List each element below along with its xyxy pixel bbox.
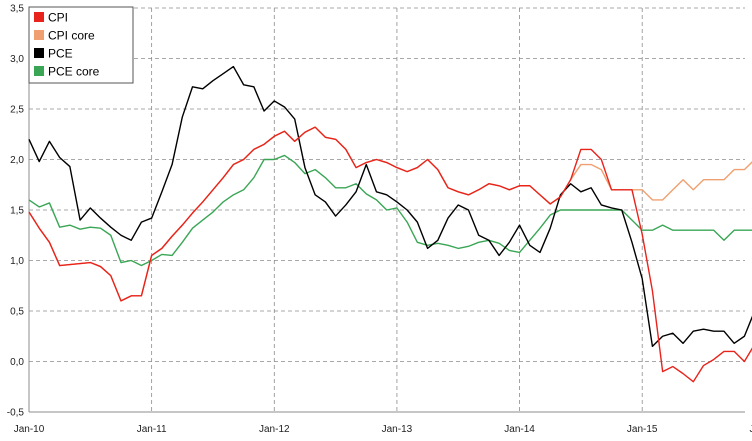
y-tick-label: 2,5 <box>10 105 24 116</box>
x-axis-tick-labels: Jan-10 Jan-11 Jan-12 Jan-13 Jan-14 Jan-15 Jan-… <box>14 424 752 435</box>
series-line-pce-core <box>28 154 752 267</box>
y-tick-label: 0,0 <box>10 357 24 368</box>
y-tick-label: 2,0 <box>10 155 24 166</box>
x-tick-label: Jan-12 <box>259 424 290 435</box>
x-tick-label: Jan-16 <box>750 424 752 435</box>
y-tick-label: 3,0 <box>10 54 24 65</box>
x-tick-label: Jan-15 <box>627 424 658 435</box>
legend-swatch-pce <box>34 48 44 58</box>
y-tick-label: -0,5 <box>7 408 25 419</box>
legend-swatch-cpi-core <box>34 30 44 40</box>
series-line-cpi <box>28 126 752 383</box>
legend-swatch-cpi <box>34 12 44 22</box>
x-tick-label: Jan-13 <box>382 424 413 435</box>
grid-layer <box>28 7 745 413</box>
y-tick-label: 0,5 <box>10 307 24 318</box>
legend-box <box>28 6 134 84</box>
legend-items: CPI CPI core PCE PCE core <box>34 11 100 79</box>
series-layer <box>28 65 752 383</box>
legend: CPI CPI core PCE PCE core <box>28 6 134 84</box>
x-tick-label: Jan-10 <box>14 424 45 435</box>
y-tick-label: 1,5 <box>10 206 24 217</box>
legend-swatch-pce-core <box>34 66 44 76</box>
series-line-pce <box>28 65 752 348</box>
y-tick-label: 3,5 <box>10 4 24 15</box>
legend-label-pce-core: PCE core <box>48 65 100 79</box>
legend-label-cpi-core: CPI core <box>48 29 95 43</box>
y-tick-label: 1,0 <box>10 256 24 267</box>
legend-label-pce: PCE <box>48 47 73 61</box>
x-tick-label: Jan-14 <box>504 424 535 435</box>
x-tick-label: Jan-11 <box>137 424 167 435</box>
y-axis-tick-labels: -0,5 0,0 0,5 1,0 1,5 2,0 2,5 3,0 3,5 <box>7 4 25 419</box>
legend-label-cpi: CPI <box>48 11 68 25</box>
series-line-cpi-core <box>28 126 752 302</box>
